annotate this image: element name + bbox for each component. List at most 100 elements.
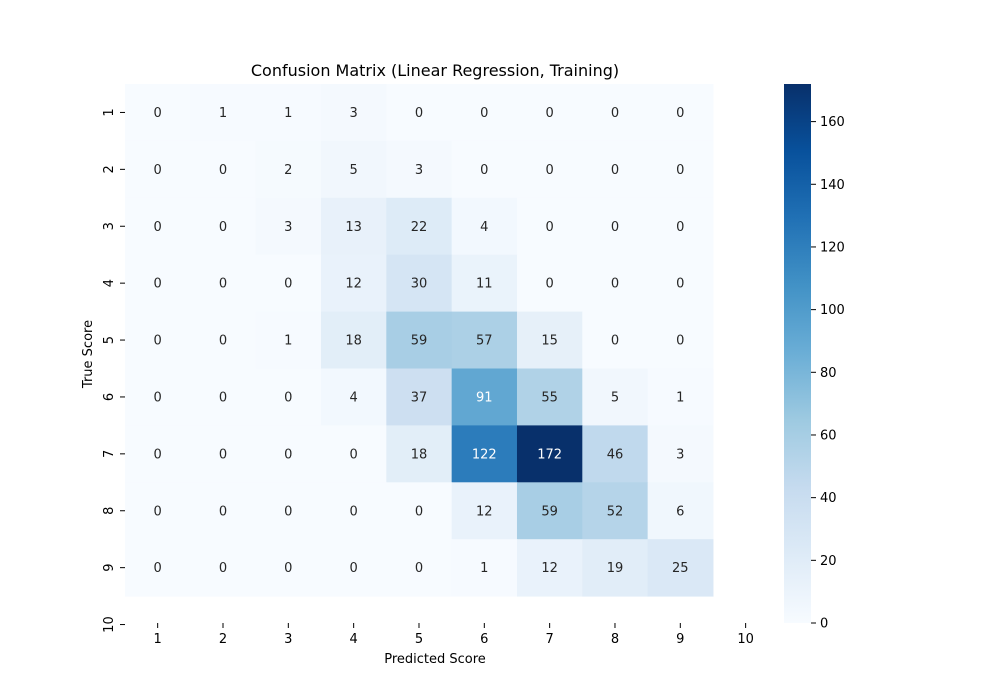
cell-value-label: 2 <box>284 163 292 178</box>
heatmap-cell <box>255 539 322 597</box>
heatmap-cell <box>125 482 191 540</box>
cell-value-label: 0 <box>219 334 227 349</box>
cell-value-label: 3 <box>350 106 358 121</box>
heatmap-cell <box>125 368 191 426</box>
x-tick-label: 4 <box>350 632 358 647</box>
heatmap-cell <box>125 311 191 369</box>
heatmap-cell <box>255 368 322 426</box>
heatmap-cell <box>320 84 387 142</box>
heatmap-cell <box>647 539 714 597</box>
y-tick-label: 9 <box>102 564 117 572</box>
heatmap-cell <box>320 140 387 199</box>
colorbar-ticks: 0 20 40 60 80 100 120 140 160 <box>811 115 845 632</box>
cell-value-label: 0 <box>284 277 292 292</box>
cell-value-label: 0 <box>219 220 227 235</box>
heatmap-cell <box>255 84 322 142</box>
heatmap-cell <box>125 197 191 256</box>
heatmap-cell <box>190 368 257 426</box>
heatmap-cell <box>255 197 322 256</box>
cell-value-label: 91 <box>476 390 493 405</box>
heatmap-cell <box>320 254 387 313</box>
cell-value-label: 0 <box>676 163 684 178</box>
cell-value-label: 0 <box>350 561 358 576</box>
heatmap-cell <box>255 425 322 483</box>
cell-value-label: 6 <box>676 504 684 519</box>
cell-value-label: 0 <box>611 220 619 235</box>
colorbar-tick-label: 0 <box>820 617 828 632</box>
cell-value-label: 5 <box>350 163 358 178</box>
cell-value-label: 22 <box>411 220 428 235</box>
cell-value-label: 0 <box>611 163 619 178</box>
cell-value-label: 0 <box>219 277 227 292</box>
heatmap-cell <box>386 197 453 256</box>
heatmap-cell <box>582 140 649 199</box>
heatmap-cell <box>647 482 714 540</box>
heatmap-cell <box>451 425 518 483</box>
heatmap-cell <box>582 539 649 597</box>
cell-value-label: 1 <box>219 106 227 121</box>
x-tick-label: 9 <box>676 632 684 647</box>
heatmap-cell <box>320 425 387 483</box>
cell-value-label: 0 <box>154 504 162 519</box>
cell-value-label: 12 <box>345 277 362 292</box>
y-tick-label: 10 <box>102 616 117 633</box>
heatmap-cell <box>320 197 387 256</box>
y-tick-label: 8 <box>102 507 117 515</box>
heatmap-cell <box>582 311 649 369</box>
heatmap-cell <box>516 368 583 426</box>
cell-value-label: 0 <box>154 561 162 576</box>
heatmap-cell <box>386 84 453 142</box>
heatmap-cell <box>582 482 649 540</box>
heatmap-cell <box>386 254 453 313</box>
y-tick-label: 5 <box>102 336 117 344</box>
cell-value-label: 0 <box>480 106 488 121</box>
cell-value-label: 0 <box>676 106 684 121</box>
x-axis-ticks: 1 2 3 4 5 6 7 8 9 10 <box>154 623 754 647</box>
cell-value-label: 122 <box>472 447 497 462</box>
cell-value-label: 4 <box>350 390 358 405</box>
heatmap-cell <box>647 311 714 369</box>
x-tick-label: 5 <box>415 632 423 647</box>
heatmap-cell <box>516 254 583 313</box>
heatmap-cell <box>516 140 583 199</box>
cell-value-label: 11 <box>476 277 493 292</box>
cell-value-label: 0 <box>219 561 227 576</box>
heatmap-cell <box>320 368 387 426</box>
cell-value-label: 55 <box>541 390 558 405</box>
cell-value-label: 0 <box>219 447 227 462</box>
cell-value-label: 25 <box>672 561 689 576</box>
cell-value-label: 1 <box>480 561 488 576</box>
cell-value-label: 12 <box>541 561 558 576</box>
cell-value-label: 0 <box>415 106 423 121</box>
colorbar-tick-label: 20 <box>820 554 837 569</box>
cell-value-label: 15 <box>541 334 558 349</box>
heatmap-cell <box>451 311 518 369</box>
y-tick-label: 3 <box>102 222 117 230</box>
cell-value-label: 3 <box>415 163 423 178</box>
x-tick-label: 10 <box>737 632 754 647</box>
heatmap-cell <box>451 539 518 597</box>
cell-value-label: 37 <box>411 390 428 405</box>
cell-value-label: 13 <box>345 220 362 235</box>
heatmap-cell <box>647 197 714 256</box>
cell-value-label: 0 <box>154 447 162 462</box>
heatmap-cell <box>320 482 387 540</box>
cell-value-label: 0 <box>219 163 227 178</box>
x-tick-label: 2 <box>219 632 227 647</box>
heatmap-cell <box>190 84 257 142</box>
cell-value-label: 0 <box>415 504 423 519</box>
cell-value-label: 0 <box>611 106 619 121</box>
y-tick-label: 6 <box>102 393 117 401</box>
cell-value-label: 5 <box>611 390 619 405</box>
heatmap-cell <box>255 482 322 540</box>
heatmap-cell <box>125 254 191 313</box>
colorbar <box>784 84 811 623</box>
cell-value-label: 46 <box>607 447 624 462</box>
colorbar-tick-label: 60 <box>820 428 837 443</box>
heatmap-cell <box>386 140 453 199</box>
heatmap-cell <box>190 254 257 313</box>
y-axis-ticks: 1 2 3 4 5 6 7 8 9 10 <box>102 108 125 633</box>
colorbar-tick-label: 120 <box>820 240 845 255</box>
cell-value-label: 0 <box>415 561 423 576</box>
